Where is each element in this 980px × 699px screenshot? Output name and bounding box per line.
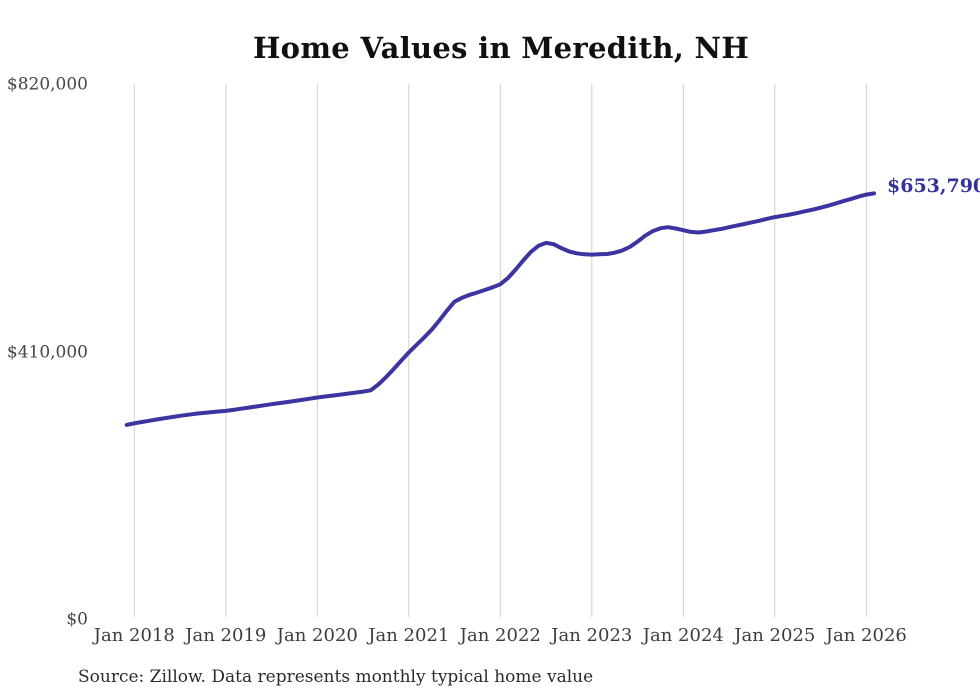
x-axis-label: Jan 2019 <box>185 625 267 646</box>
y-axis-label: $410,000 <box>6 342 88 363</box>
gridlines <box>133 84 867 617</box>
x-axis-label: Jan 2022 <box>459 625 541 646</box>
end-value-label: $653,790 <box>887 175 980 197</box>
x-axis-label: Jan 2023 <box>551 625 633 646</box>
value-line <box>124 191 876 427</box>
x-axis-label: Jan 2026 <box>825 625 907 646</box>
y-axis-label: $0 <box>66 609 88 630</box>
chart-title: Home Values in Meredith, NH <box>252 31 750 65</box>
x-axis-label: Jan 2021 <box>368 625 450 646</box>
x-axis-label: Jan 2018 <box>93 625 175 646</box>
y-axis-label: $820,000 <box>6 74 88 95</box>
x-axis-label: Jan 2020 <box>276 625 358 646</box>
x-axis-label: Jan 2025 <box>734 625 816 646</box>
source-note: Source: Zillow. Data represents monthly … <box>78 667 594 687</box>
x-axis-label: Jan 2024 <box>642 625 724 646</box>
